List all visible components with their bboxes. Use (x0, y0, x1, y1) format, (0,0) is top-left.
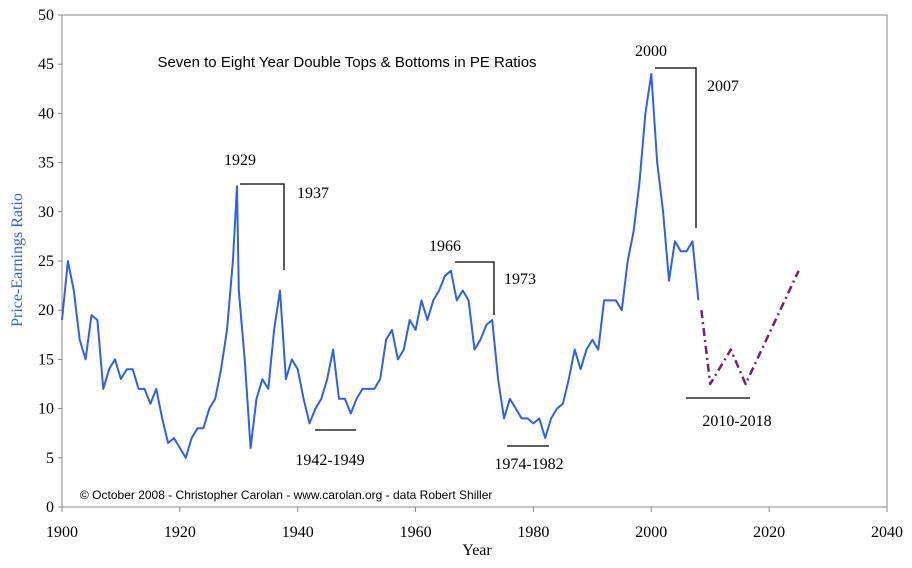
y-tick-label: 25 (38, 253, 54, 270)
x-tick-label: 2000 (635, 524, 667, 541)
x-tick-label: 2020 (753, 524, 785, 541)
annotation: 1966 (429, 238, 461, 255)
y-axis-label: Price-Earnings Ratio (9, 193, 26, 327)
y-tick-label: 35 (38, 155, 54, 172)
x-tick-label: 1940 (282, 524, 314, 541)
annotation: 1937 (297, 185, 329, 202)
annotation: 1974-1982 (494, 456, 563, 473)
series-line (61, 73, 700, 459)
chart-title: Seven to Eight Year Double Tops & Bottom… (157, 54, 536, 71)
series-line (700, 270, 800, 386)
annotation: 1942-1949 (295, 452, 364, 469)
source-note: © October 2008 - Christopher Carolan - w… (80, 488, 492, 502)
annotation: 2007 (707, 78, 739, 95)
y-tick-label: 15 (38, 351, 54, 368)
y-tick-label: 50 (38, 7, 54, 24)
y-tick-label: 40 (38, 105, 54, 122)
x-axis-label: Year (462, 542, 492, 559)
bracket (655, 67, 697, 228)
bracket (240, 183, 285, 270)
y-tick-label: 30 (38, 204, 54, 221)
y-tick-label: 10 (38, 401, 54, 418)
x-tick-label: 1900 (46, 524, 78, 541)
x-tick-label: 1920 (164, 524, 196, 541)
annotation: 1929 (224, 152, 256, 169)
y-tick-label: 20 (38, 302, 54, 319)
x-tick-label: 2040 (871, 524, 903, 541)
y-tick-label: 45 (38, 56, 54, 73)
y-tick-label: 0 (46, 499, 54, 516)
plot-frame (61, 14, 888, 508)
annotation: 1973 (504, 271, 536, 288)
annotation: 2010-2018 (702, 413, 771, 430)
x-tick-label: 1960 (400, 524, 432, 541)
bracket (455, 261, 495, 315)
annotation: 2000 (635, 43, 667, 60)
brackets (240, 67, 750, 447)
y-tick-label: 5 (46, 450, 54, 467)
x-tick-label: 1980 (517, 524, 549, 541)
